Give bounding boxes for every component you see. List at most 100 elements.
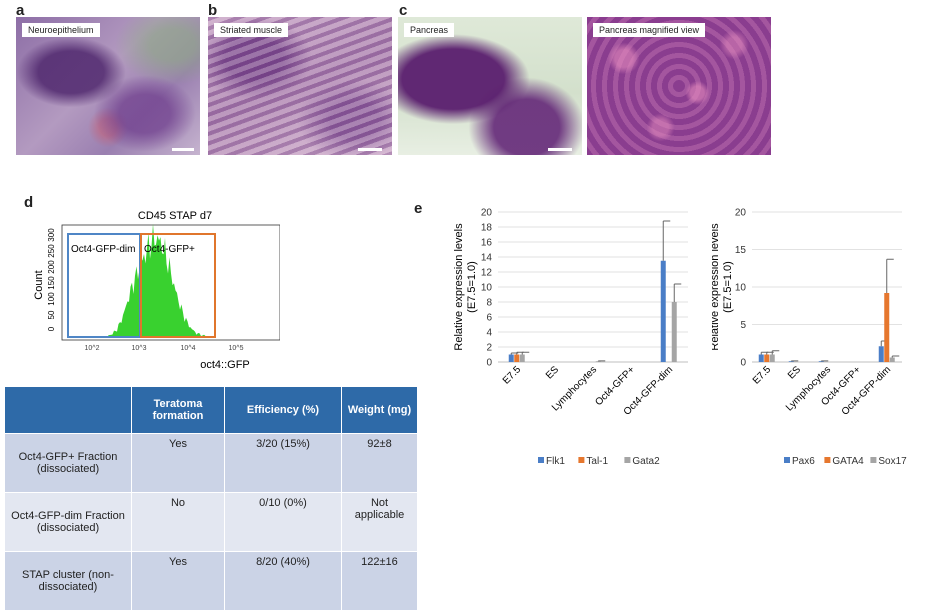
y-tick: 300 bbox=[47, 228, 56, 242]
flow-xlabel: oct4::GFP bbox=[200, 359, 250, 371]
bar-gata4-0 bbox=[764, 354, 770, 362]
bar-sox17-0 bbox=[769, 354, 775, 362]
gate-pos-label: Oct4-GFP+ bbox=[144, 244, 195, 255]
y-tick: 0 bbox=[47, 326, 56, 331]
fraction-cell: Oct4-GFP-dim Fraction (dissociated) bbox=[4, 492, 132, 552]
scale-bar bbox=[358, 148, 382, 151]
striated-muscle-micrograph: Striated muscle bbox=[208, 17, 392, 155]
legend-swatch-flk1 bbox=[538, 457, 544, 463]
x-tick: 10^2 bbox=[85, 345, 100, 352]
header-cell: Efficiency (%) bbox=[224, 386, 342, 434]
y-tick: 200 bbox=[47, 260, 56, 274]
y-tick-label: 12 bbox=[481, 268, 493, 279]
neuroepithelium-micrograph: Neuroepithelium bbox=[16, 17, 200, 155]
teratoma-cell: No bbox=[131, 492, 225, 552]
efficiency-cell: 3/20 (15%) bbox=[224, 433, 342, 493]
y-tick-label: 20 bbox=[735, 208, 747, 219]
efficiency-cell: 8/20 (40%) bbox=[224, 551, 342, 611]
x-tick-label: E7.5 bbox=[501, 364, 524, 387]
table-header-row: Teratoma formation Efficiency (%) Weight… bbox=[4, 386, 418, 434]
x-tick: 10^5 bbox=[229, 345, 244, 352]
legend-swatch-tal-1 bbox=[578, 457, 585, 463]
y-tick-label: 15 bbox=[735, 245, 747, 256]
y-tick-label: 18 bbox=[481, 223, 493, 234]
y-axis-label: Relative expression levels bbox=[453, 223, 465, 351]
weight-cell: 122±16 bbox=[341, 551, 418, 611]
x-tick-label: ES bbox=[544, 364, 561, 381]
flow-ylabel: Count bbox=[33, 270, 45, 299]
table-row: Oct4-GFP+ Fraction (dissociated) Yes 3/2… bbox=[4, 433, 418, 493]
teratoma-cell: Yes bbox=[131, 551, 225, 611]
y-tick: 50 bbox=[47, 310, 56, 319]
histogram-area bbox=[108, 223, 210, 337]
y-tick-label: 6 bbox=[486, 313, 492, 324]
x-tick: 10^3 bbox=[132, 345, 147, 352]
legend-swatch-pax6 bbox=[784, 457, 790, 463]
y-tick-label: 2 bbox=[486, 343, 492, 354]
panel-letter-c: c bbox=[399, 2, 408, 19]
fraction-cell: STAP cluster (non-dissociated) bbox=[4, 551, 132, 611]
flow-x-ticks: 10^2 10^3 10^4 10^5 bbox=[85, 345, 244, 352]
y-tick-label: 10 bbox=[735, 283, 747, 294]
legend-label-sox17: Sox17 bbox=[878, 456, 907, 467]
bar-gata2-4 bbox=[671, 302, 677, 362]
y-tick: 150 bbox=[47, 276, 56, 290]
bar-gata2-2 bbox=[595, 361, 601, 362]
y-tick-label: 0 bbox=[740, 358, 746, 369]
scale-bar bbox=[172, 148, 194, 151]
y-tick-label: 16 bbox=[481, 238, 493, 249]
pancreas-magnified-micrograph: Pancreas magnified view bbox=[587, 17, 771, 155]
table-row: STAP cluster (non-dissociated) Yes 8/20 … bbox=[4, 551, 418, 611]
bar-pax6-0 bbox=[758, 354, 764, 362]
flow-y-ticks: 0 50 100 150 200 250 300 bbox=[47, 228, 56, 331]
bar-gata2-0 bbox=[519, 354, 525, 362]
bar-flk1-0 bbox=[508, 354, 514, 362]
x-tick-label: ES bbox=[786, 364, 803, 381]
header-cell: Teratoma formation bbox=[131, 386, 225, 434]
legend-label-gata4: GATA4 bbox=[832, 456, 864, 467]
y-tick-label: 5 bbox=[740, 320, 746, 331]
header-cell: Weight (mg) bbox=[341, 386, 418, 434]
y-tick: 100 bbox=[47, 292, 56, 306]
y-tick-label: 14 bbox=[481, 253, 493, 264]
legend-swatch-sox17 bbox=[870, 457, 877, 463]
y-tick: 250 bbox=[47, 244, 56, 258]
table-row: Oct4-GFP-dim Fraction (dissociated) No 0… bbox=[4, 492, 418, 552]
legend-swatch-gata2 bbox=[624, 457, 631, 463]
bar-sox17-4 bbox=[889, 357, 895, 362]
bar-pax6-4 bbox=[878, 346, 884, 362]
legend-label-gata2: Gata2 bbox=[632, 456, 660, 467]
y-axis-label-units: (E7.5=1.0) bbox=[722, 261, 734, 313]
panel-letter-b: b bbox=[208, 2, 218, 19]
y-axis-label-units: (E7.5=1.0) bbox=[466, 261, 478, 313]
legend-swatch-gata4 bbox=[824, 457, 831, 463]
legend-label-flk1: Flk1 bbox=[546, 456, 565, 467]
y-tick-label: 20 bbox=[481, 208, 493, 219]
fraction-cell: Oct4-GFP+ Fraction (dissociated) bbox=[4, 433, 132, 493]
panel-letter-a: a bbox=[16, 2, 25, 19]
pancreas-magnified-label: Pancreas magnified view bbox=[593, 23, 706, 37]
bar-flk1-4 bbox=[660, 260, 666, 362]
y-tick-label: 8 bbox=[486, 298, 492, 309]
pancreas-micrograph: Pancreas bbox=[398, 17, 582, 155]
striated-muscle-label: Striated muscle bbox=[214, 23, 289, 37]
y-tick-label: 10 bbox=[481, 283, 493, 294]
teratoma-table: Teratoma formation Efficiency (%) Weight… bbox=[4, 386, 418, 611]
gate-oct4-gfp-positive bbox=[140, 233, 216, 338]
bar-pax6-2 bbox=[818, 361, 824, 362]
weight-cell: 92±8 bbox=[341, 433, 418, 493]
panel-letter-d: d bbox=[24, 194, 34, 211]
expression-chart-endoderm: 0 5 10 15 20 Relative expression levels(E7.5=… bbox=[712, 208, 907, 468]
pancreas-label: Pancreas bbox=[404, 23, 455, 37]
bar-tal-1-0 bbox=[514, 354, 520, 362]
panel-letter-e: e bbox=[414, 200, 423, 217]
x-tick-label: E7.5 bbox=[751, 364, 774, 387]
expression-chart-mesoderm: 0 2 4 6 8 10 12 14 16 18 20 Relative expression lev… bbox=[453, 208, 688, 467]
neuroepithelium-label: Neuroepithelium bbox=[22, 23, 100, 37]
y-tick-label: 0 bbox=[486, 358, 492, 369]
flow-histogram: CD45 STAP d7 Oct4-GFP-dim Oct4-GFP+ 0 50… bbox=[33, 210, 280, 371]
y-axis-label: Relative expression levels bbox=[712, 223, 721, 351]
y-tick-label: 4 bbox=[486, 328, 492, 339]
teratoma-cell: Yes bbox=[131, 433, 225, 493]
legend-label-tal-1: Tal-1 bbox=[586, 456, 608, 467]
